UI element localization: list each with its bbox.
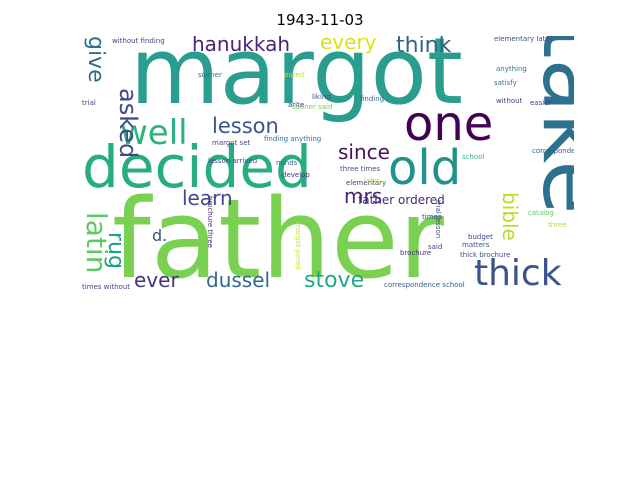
cloud-word: father ordered: [358, 193, 445, 207]
cloud-word: take: [523, 36, 574, 215]
cloud-word: elementary: [346, 179, 387, 187]
cloud-word: learn: [182, 186, 233, 210]
cloud-word: minds: [276, 159, 298, 167]
cloud-word: finding: [360, 95, 385, 103]
cloud-word: rug: [103, 232, 128, 269]
cloud-word: stove: [304, 268, 365, 293]
cloud-word: every: [320, 36, 377, 54]
cloud-word: father: [112, 175, 444, 294]
cloud-word: matters: [462, 241, 490, 249]
cloud-word: lesson: [212, 114, 279, 138]
cloud-word: school: [462, 153, 485, 161]
cloud-word: anything: [496, 65, 527, 73]
cloud-word: decided: [82, 133, 312, 201]
cloud-word: sooner said: [292, 103, 333, 111]
cloud-word: satisfy: [494, 79, 517, 87]
cloud-word: think: [396, 36, 452, 58]
cloud-word: correspondence school: [384, 281, 465, 289]
cloud-word: margot pored: [294, 222, 302, 270]
cloud-word: arite: [288, 101, 305, 109]
cloud-word: correspondence: [532, 147, 574, 155]
cloud-word: without finding: [112, 37, 165, 45]
cloud-word: budget: [468, 233, 493, 241]
cloud-word: brochure three: [206, 196, 214, 248]
cloud-word: easier: [530, 99, 552, 107]
cloud-word: times: [422, 213, 442, 221]
cloud-word: thick brochure: [460, 251, 511, 259]
cloud-word: old: [388, 140, 462, 196]
cloud-word: hanukkah: [192, 36, 291, 56]
cloud-word: sooner: [198, 71, 222, 79]
cloud-word: ever: [134, 268, 179, 292]
cloud-word: thick: [474, 253, 562, 294]
cloud-word: margot set: [212, 139, 251, 147]
cloud-word: asked: [114, 88, 142, 159]
cloud-word: develop: [282, 171, 310, 179]
cloud-word: mrs: [344, 184, 383, 208]
cloud-word: three times: [340, 165, 381, 173]
cloud-word: well: [120, 113, 188, 153]
cloud-word: liking: [312, 93, 331, 101]
cloud-word: elementary latin.: [494, 36, 554, 43]
cloud-word: catalog: [528, 209, 554, 217]
cloud-word: trial lesson: [434, 200, 442, 239]
cloud-word: give: [83, 36, 108, 83]
cloud-word: without: [496, 97, 523, 105]
cloud-word: since: [338, 140, 390, 164]
cloud-word: d.: [152, 226, 168, 245]
cloud-word: one: [404, 96, 494, 152]
chart-title: 1943-11-03: [276, 11, 364, 29]
cloud-word: pored: [284, 71, 305, 79]
cloud-word: lesson arrived: [208, 157, 258, 165]
cloud-word: times without: [82, 283, 131, 291]
cloud-word: bible: [498, 192, 522, 241]
cloud-word: said: [428, 243, 443, 251]
cloud-word: finding anything: [264, 135, 322, 143]
cloud-word: brochure: [400, 249, 432, 257]
cloud-word: latin.: [364, 177, 382, 185]
cloud-word: margot: [130, 36, 463, 125]
cloud-word: dussel: [206, 268, 271, 292]
cloud-word: three: [548, 221, 567, 229]
cloud-word: trial: [82, 99, 96, 107]
word-cloud: father margot take decided one old well thick ha…: [82, 36, 574, 294]
